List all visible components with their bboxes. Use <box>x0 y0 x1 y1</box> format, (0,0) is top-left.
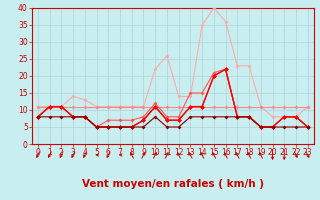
Text: Vent moyen/en rafales ( km/h ): Vent moyen/en rafales ( km/h ) <box>82 179 264 189</box>
